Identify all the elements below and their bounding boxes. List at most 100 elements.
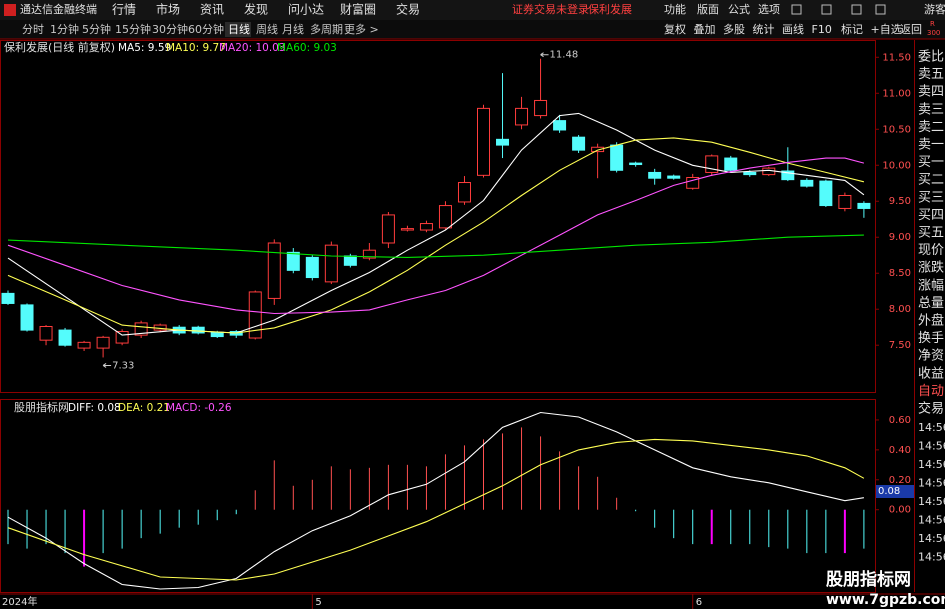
candle-body	[610, 144, 624, 171]
menu-item[interactable]: 资讯	[200, 3, 224, 17]
tool-icons	[791, 4, 886, 15]
toolbar-button[interactable]: +自选	[871, 23, 902, 36]
indicator-title: 股朋指标网	[14, 400, 69, 414]
candle-body	[534, 99, 548, 117]
toolbar-button[interactable]: 叠加	[694, 23, 716, 36]
toolbar-button[interactable]: F10	[812, 23, 832, 36]
x-start-label: 2024年	[2, 595, 37, 608]
quote-label: 现价	[918, 243, 944, 258]
toolbar-button[interactable]: 标记	[841, 22, 863, 36]
quote-label: 卖一	[918, 138, 944, 153]
candle-body	[438, 205, 452, 229]
line-legend: MA20: 10.03	[219, 42, 286, 54]
period-tab[interactable]: 30分钟	[152, 22, 188, 36]
icon	[821, 4, 832, 15]
trade-time: 14:56	[918, 421, 945, 434]
marker-arrow	[540, 52, 549, 58]
y-tick-label: 0.00	[889, 505, 911, 516]
value-box	[876, 485, 914, 498]
quote-label: 外盘	[918, 313, 944, 329]
line-legend: DEA: 0.21	[118, 402, 170, 414]
candle-body	[648, 171, 662, 179]
period-tab[interactable]: 60分钟	[188, 22, 224, 36]
chart-title: 保利发展(日线 前复权)	[4, 40, 115, 54]
quote-label: 买三	[918, 190, 944, 205]
tool-item[interactable]: 选项	[758, 3, 780, 16]
candle-body	[305, 256, 319, 279]
quote-label: 涨幅	[918, 278, 944, 293]
candle-body	[1, 292, 15, 304]
menu-item[interactable]: 市场	[156, 2, 180, 17]
toolbar-button[interactable]: 复权	[664, 22, 686, 36]
candle-body	[324, 244, 338, 283]
period-tab[interactable]: 周线	[256, 22, 278, 36]
app-title: 通达信金融终端	[20, 2, 97, 16]
x-tick-label: 5	[315, 597, 321, 608]
y-tick-label: 8.50	[889, 268, 911, 279]
menu-item[interactable]: 财富圈	[340, 2, 376, 17]
marker-label: 11.48	[550, 50, 579, 61]
candle-body	[477, 107, 490, 176]
quote-label: 委比	[918, 50, 944, 65]
menu-item[interactable]: 发现	[244, 2, 268, 17]
period-tab[interactable]: 分时	[22, 23, 44, 36]
toolbar-button[interactable]: 返回	[900, 23, 922, 36]
watermark: 股朋指标网	[826, 569, 911, 590]
menu-item[interactable]: 交易	[396, 2, 420, 17]
tool-item[interactable]: 功能	[664, 2, 686, 16]
candle-body	[857, 202, 871, 209]
y-tick-label: 11.00	[882, 88, 911, 99]
notice[interactable]: 保利发展	[588, 2, 632, 16]
y-tick-label: 9.00	[889, 232, 911, 243]
y-tick-label: 10.00	[882, 160, 911, 171]
candle-body	[819, 180, 833, 207]
candle-body	[362, 249, 376, 259]
y-tick-label: 0.60	[889, 415, 911, 426]
candle-body	[457, 182, 471, 203]
trade-time: 14:56	[918, 477, 945, 490]
indicator-line	[7, 157, 865, 315]
quote-label: 卖三	[918, 102, 944, 117]
x-tick-label: 6	[696, 597, 702, 608]
period-tab[interactable]: 更多 >	[344, 22, 379, 36]
candle-body	[591, 146, 605, 153]
menu-item[interactable]: 问小达	[288, 3, 324, 17]
period-tab[interactable]: 月线	[282, 22, 304, 36]
period-tab[interactable]: 5分钟	[82, 22, 111, 36]
candle-body	[781, 170, 795, 181]
candle-body	[496, 138, 510, 146]
badge: 300	[927, 29, 940, 37]
user[interactable]: 游客	[924, 2, 945, 16]
menu-item[interactable]: 行情	[112, 3, 136, 17]
toolbar-button[interactable]: 统计	[753, 23, 775, 36]
quote-label: 总量	[918, 296, 944, 311]
y-tick-label: 8.00	[889, 304, 911, 315]
tool-item[interactable]: 版面	[697, 2, 719, 16]
toolbar-button[interactable]: 多股	[723, 22, 745, 36]
period-tab[interactable]: 1分钟	[50, 22, 79, 36]
quote-label: 卖二	[918, 120, 944, 135]
marker-arrow	[102, 363, 112, 368]
candle-body	[20, 304, 34, 331]
candle-body	[743, 171, 757, 176]
trade-time: 14:56	[918, 532, 945, 545]
candle-body	[400, 228, 414, 231]
candle-body	[343, 255, 357, 266]
period-tab[interactable]: 15分钟	[115, 22, 151, 36]
period-tab[interactable]: 多周期	[310, 22, 343, 36]
y-tick-label: 7.50	[889, 340, 911, 351]
notice[interactable]: 证券交易未登录	[512, 2, 589, 16]
toolbar-button[interactable]: 画线	[782, 22, 804, 36]
y-tick-label: 10.50	[882, 124, 911, 135]
badge: R	[930, 20, 935, 28]
candle-body	[77, 341, 91, 349]
candle-body	[96, 336, 110, 349]
icon	[791, 4, 802, 15]
menu-bar	[0, 0, 945, 20]
period-tab[interactable]: 日线	[228, 22, 250, 36]
icon	[875, 4, 886, 15]
tool-item[interactable]: 公式	[728, 3, 750, 16]
quote-label: 换手	[918, 331, 944, 346]
quote-label: 卖五	[918, 67, 944, 82]
